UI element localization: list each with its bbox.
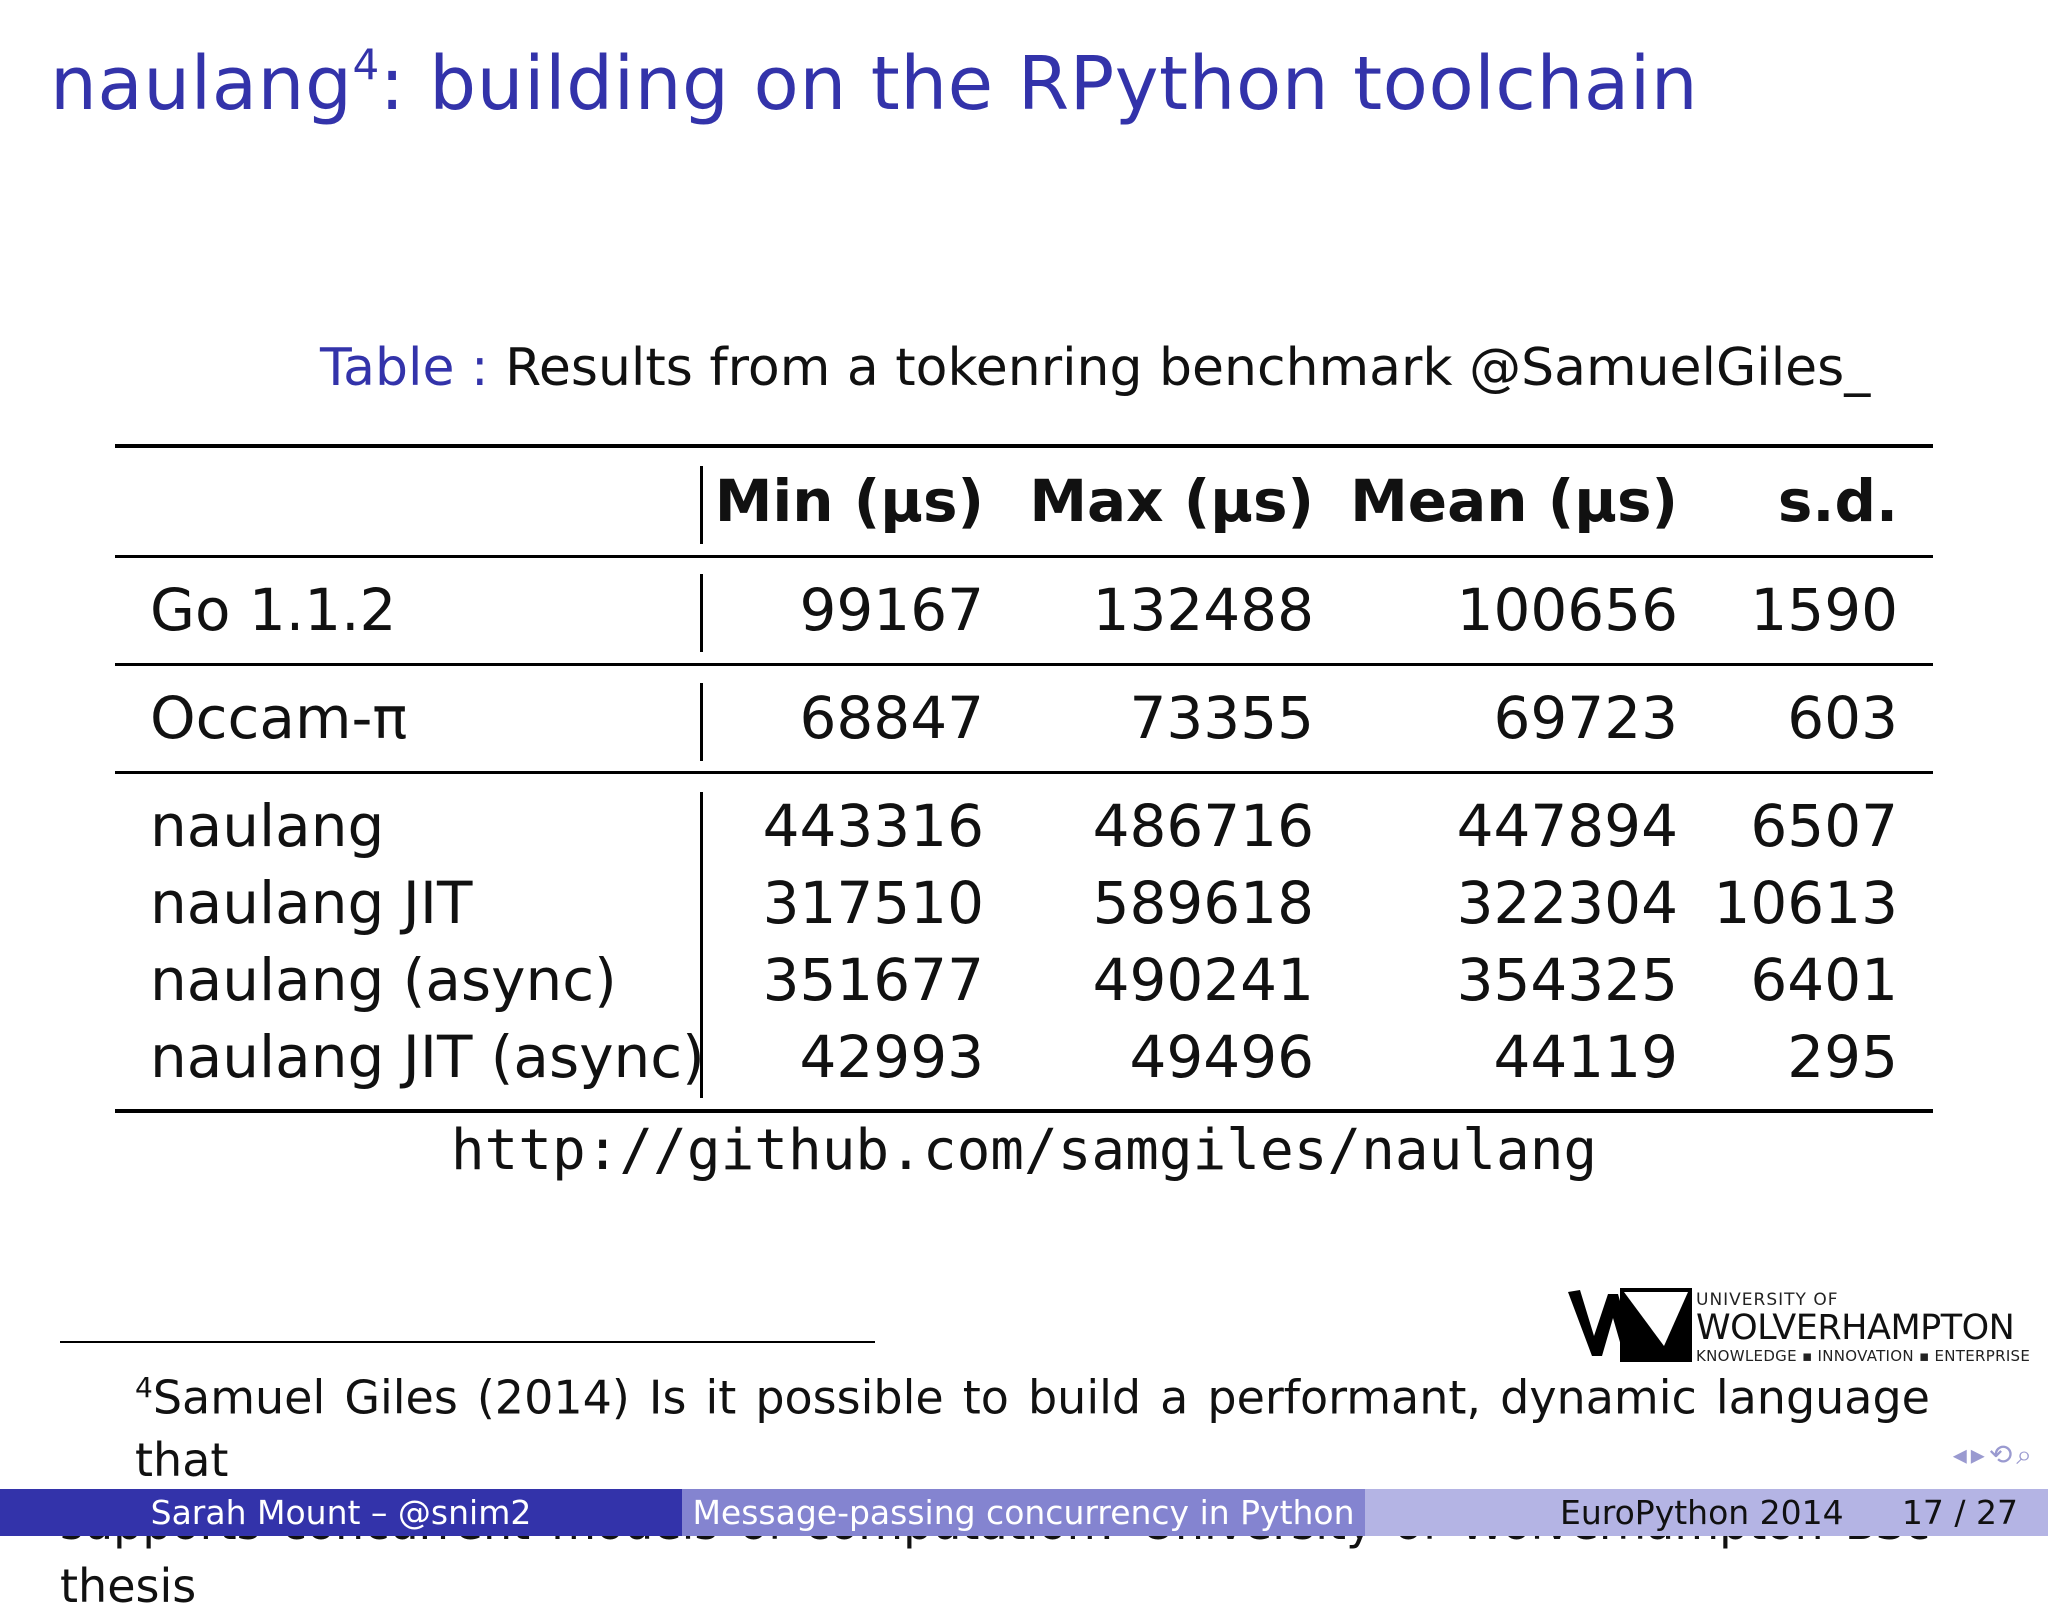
table-cell: 100656 xyxy=(1456,576,1678,644)
table-cell: 6507 xyxy=(1750,792,1898,860)
table-header-max: Max (μs) xyxy=(1029,467,1314,535)
table-cell: 322304 xyxy=(1456,869,1678,937)
table-top-rule xyxy=(115,444,1933,448)
table-header-rule xyxy=(115,555,1933,558)
table-cell: 44119 xyxy=(1493,1023,1678,1091)
table-column-separator xyxy=(700,466,703,544)
footnote-marker: 4 xyxy=(135,1371,153,1404)
table-row-label: Occam-π xyxy=(150,684,408,752)
table-cell: 68847 xyxy=(799,684,984,752)
caption-text: Results from a tokenring benchmark @Samu… xyxy=(505,338,1871,398)
github-link[interactable]: http://github.com/samgiles/naulang xyxy=(450,1118,1598,1183)
footer-conference: EuroPython 2014 17 / 27 xyxy=(1365,1489,2048,1536)
table-cell: 486716 xyxy=(1092,792,1314,860)
table-row-rule xyxy=(115,771,1933,774)
table-cell: 69723 xyxy=(1493,684,1678,752)
table-row-rule xyxy=(115,663,1933,666)
table-cell: 6401 xyxy=(1750,946,1898,1014)
footnote: 4Samuel Giles (2014) Is it possible to b… xyxy=(60,1356,1930,1618)
footnote-rule xyxy=(60,1341,875,1343)
table-cell: 10613 xyxy=(1713,869,1898,937)
table-cell: 317510 xyxy=(762,869,984,937)
table-header-min: Min (μs) xyxy=(714,467,984,535)
table-header-sd: s.d. xyxy=(1777,467,1898,535)
table-cell: 132488 xyxy=(1092,576,1314,644)
logo-line-1: UNIVERSITY OF xyxy=(1696,1290,1839,1310)
table-cell: 589618 xyxy=(1092,869,1314,937)
table-column-separator xyxy=(700,574,703,652)
footnote-line-1: 4Samuel Giles (2014) Is it possible to b… xyxy=(60,1356,1930,1492)
footer-bar: Sarah Mount – @snim2 Message-passing con… xyxy=(0,1489,2048,1536)
table-cell: 443316 xyxy=(762,792,984,860)
logo-line-3: KNOWLEDGE ▪ INNOVATION ▪ ENTERPRISE xyxy=(1696,1346,2031,1365)
table-cell: 1590 xyxy=(1750,576,1898,644)
footnote-text-1: Samuel Giles (2014) Is it possible to bu… xyxy=(135,1370,1930,1488)
table-header-mean: Mean (μs) xyxy=(1350,467,1678,535)
footer-author-text: Sarah Mount – @snim2 xyxy=(150,1493,532,1532)
table-bottom-rule xyxy=(115,1109,1933,1113)
footer-page-number: 17 / 27 xyxy=(1901,1493,2018,1532)
table-cell: 351677 xyxy=(762,946,984,1014)
table-cell: 490241 xyxy=(1092,946,1314,1014)
table-row-label: naulang xyxy=(150,792,385,860)
table-row-label: naulang (async) xyxy=(150,946,617,1014)
table-row-label: Go 1.1.2 xyxy=(150,576,397,644)
title-footnote-mark: 4 xyxy=(352,40,380,89)
logo-line-2: WOLVERHAMPTON xyxy=(1696,1308,2015,1348)
table-cell: 603 xyxy=(1787,684,1898,752)
caption-label: Table : xyxy=(320,338,489,398)
table-row-label: naulang JIT (async) xyxy=(150,1023,705,1091)
title-rest: : building on the RPython toolchain xyxy=(379,41,1699,127)
table-cell: 42993 xyxy=(799,1023,984,1091)
table-cell: 99167 xyxy=(799,576,984,644)
table-column-separator xyxy=(700,683,703,761)
footer-conference-text: EuroPython 2014 xyxy=(1560,1493,1844,1532)
beamer-nav-icons[interactable]: ◂▸⟲⌕ xyxy=(1953,1438,2036,1472)
table-cell: 73355 xyxy=(1129,684,1314,752)
table-cell: 354325 xyxy=(1456,946,1678,1014)
footer-author: Sarah Mount – @snim2 xyxy=(0,1489,682,1536)
title-main: naulang xyxy=(50,41,353,127)
table-caption: Table : Results from a tokenring benchma… xyxy=(320,338,1870,398)
slide-title: naulang4: building on the RPython toolch… xyxy=(50,40,1698,127)
nav-arrow-icon[interactable]: ◂▸ xyxy=(1952,1438,1989,1471)
table-cell: 49496 xyxy=(1129,1023,1314,1091)
university-logo-text: UNIVERSITY OF WOLVERHAMPTON KNOWLEDGE ▪ … xyxy=(1696,1290,2030,1365)
table-column-separator xyxy=(700,792,703,1098)
table-cell: 295 xyxy=(1787,1023,1898,1091)
footer-talk-text: Message-passing concurrency in Python xyxy=(692,1493,1355,1532)
footer-talk: Message-passing concurrency in Python xyxy=(682,1489,1365,1536)
table-row-label: naulang JIT xyxy=(150,869,473,937)
table-cell: 447894 xyxy=(1456,792,1678,860)
university-logo-icon xyxy=(1568,1288,1692,1362)
nav-search-icon[interactable]: ⟲⌕ xyxy=(1988,1438,2036,1471)
